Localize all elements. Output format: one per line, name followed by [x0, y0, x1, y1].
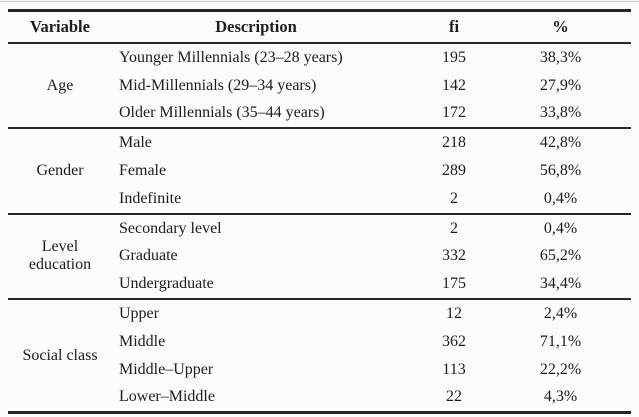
- description-cell: Younger Millennials (23–28 years): [119, 48, 343, 66]
- percent-cell: 38,3%: [539, 48, 582, 66]
- description-cell: Mid-Millennials (29–34 years): [119, 76, 317, 94]
- fi-cell: 218: [442, 134, 466, 152]
- table-row: Middle 362 71,1%: [8, 328, 631, 356]
- table-row: Age Younger Millennials (23–28 years) 195 3…: [8, 43, 631, 130]
- description-cell: Lower–Middle: [112, 383, 400, 414]
- variable-group-cell: Age: [8, 43, 112, 130]
- percent-cell: 33,8%: [508, 99, 631, 130]
- percent-cell: 34,4%: [508, 270, 631, 301]
- table-row: Lower–Middle 22 4,3%: [8, 383, 631, 414]
- description-cell: Middle: [119, 332, 166, 350]
- fi-cell: 175: [400, 270, 508, 301]
- fi-cell: 172: [400, 99, 508, 130]
- col-header-variable: Variable: [8, 10, 112, 44]
- percent-cell: 71,1%: [539, 332, 582, 350]
- description-cell: Indefinite: [112, 184, 400, 215]
- fi-cell: 362: [442, 332, 466, 350]
- table-row: Older Millennials (35–44 years) 172 33,8%: [8, 99, 631, 130]
- table-row: Gender Male 218 42,8%: [8, 128, 631, 215]
- description-cell: Middle–Upper: [119, 360, 214, 378]
- percent-cell: 2,4%: [543, 305, 578, 323]
- top-hairline: [0, 1, 639, 2]
- fi-cell: 12: [446, 305, 462, 323]
- fi-cell: 195: [442, 48, 466, 66]
- table-row: Mid-Millennials (29–34 years) 142 27,9%: [8, 72, 631, 100]
- table-row: Graduate 332 65,2%: [8, 243, 631, 271]
- table-row: Female 289 56,8%: [8, 157, 631, 185]
- table-body: Age Younger Millennials (23–28 years) 195 3…: [8, 43, 631, 414]
- fi-cell: 2: [450, 219, 458, 237]
- fi-cell: 22: [400, 383, 508, 414]
- variable-group-cell: Level education: [8, 213, 112, 301]
- table-header-row: Variable Description fi %: [8, 10, 631, 44]
- table-row: Indefinite 2 0,4%: [8, 184, 631, 215]
- percent-cell: 4,3%: [508, 383, 631, 414]
- percent-cell: 0,4%: [508, 184, 631, 215]
- description-cell: Secondary level: [119, 219, 222, 237]
- fi-cell: 142: [442, 76, 466, 94]
- fi-cell: 113: [442, 360, 466, 378]
- description-cell: Undergraduate: [112, 270, 400, 301]
- variable-group-cell: Gender: [8, 128, 112, 215]
- description-cell: Older Millennials (35–44 years): [112, 99, 400, 130]
- percent-cell: 0,4%: [543, 219, 578, 237]
- description-cell: Female: [119, 162, 167, 180]
- col-header-fi: fi: [400, 10, 508, 44]
- percent-cell: 27,9%: [539, 76, 582, 94]
- description-cell: Upper: [119, 305, 159, 323]
- percent-cell: 56,8%: [539, 162, 582, 180]
- fi-cell: 332: [442, 247, 466, 265]
- fi-cell: 2: [400, 184, 508, 215]
- description-cell: Graduate: [119, 247, 178, 265]
- fi-cell: 289: [442, 162, 466, 180]
- percent-cell: 42,8%: [539, 134, 582, 152]
- table-row: Middle–Upper 113 22,2%: [8, 356, 631, 384]
- percent-cell: 22,2%: [539, 360, 582, 378]
- demographics-table: Variable Description fi % Age Younger Mil…: [8, 9, 631, 415]
- table-row: Undergraduate 175 34,4%: [8, 270, 631, 301]
- table-row: Level education Secondary level 2 0,4%: [8, 213, 631, 301]
- col-header-description: Description: [112, 10, 400, 44]
- variable-group-cell: Social class: [8, 299, 112, 414]
- col-header-pct: %: [508, 10, 631, 44]
- percent-cell: 65,2%: [539, 247, 582, 265]
- table-row: Social class Upper 12 2,4%: [8, 299, 631, 414]
- description-cell: Male: [119, 134, 152, 152]
